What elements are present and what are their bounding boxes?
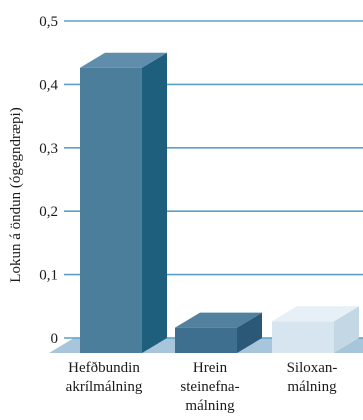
y-axis-ticks: 0 0,1 0,2 0,3 0,4 0,5 (39, 14, 58, 347)
bar-front (80, 67, 142, 353)
y-tick-label: 0 (51, 331, 59, 347)
bar-top (175, 312, 262, 328)
bar-side (237, 312, 262, 353)
bar-1 (80, 52, 167, 353)
y-tick-label: 0,1 (39, 268, 58, 284)
x-tick-label: Hrein steinefna-málning (180, 360, 239, 414)
bar-top (80, 52, 167, 68)
y-tick-label: 0,5 (39, 14, 58, 30)
y-tick-label: 0,3 (39, 141, 58, 157)
bar-2 (175, 312, 262, 353)
bar-front (175, 327, 237, 353)
x-tick-label: Siloxan-málning (287, 360, 338, 395)
y-tick-label: 0,2 (39, 204, 58, 220)
y-axis-label: Lokun á öndun (ógegndræpi) (8, 107, 24, 282)
x-axis-categories: Hefðbundin akrílmálning Hrein steinefna-mál… (66, 360, 338, 414)
bar-top (272, 306, 359, 322)
bar-front (272, 321, 334, 353)
x-tick-label: Hefðbundin akrílmálning (66, 360, 143, 395)
bar-side (142, 52, 167, 353)
bar-side (334, 306, 359, 353)
y-tick-label: 0,4 (39, 77, 58, 93)
bar-3 (272, 306, 359, 353)
bars (80, 52, 359, 353)
